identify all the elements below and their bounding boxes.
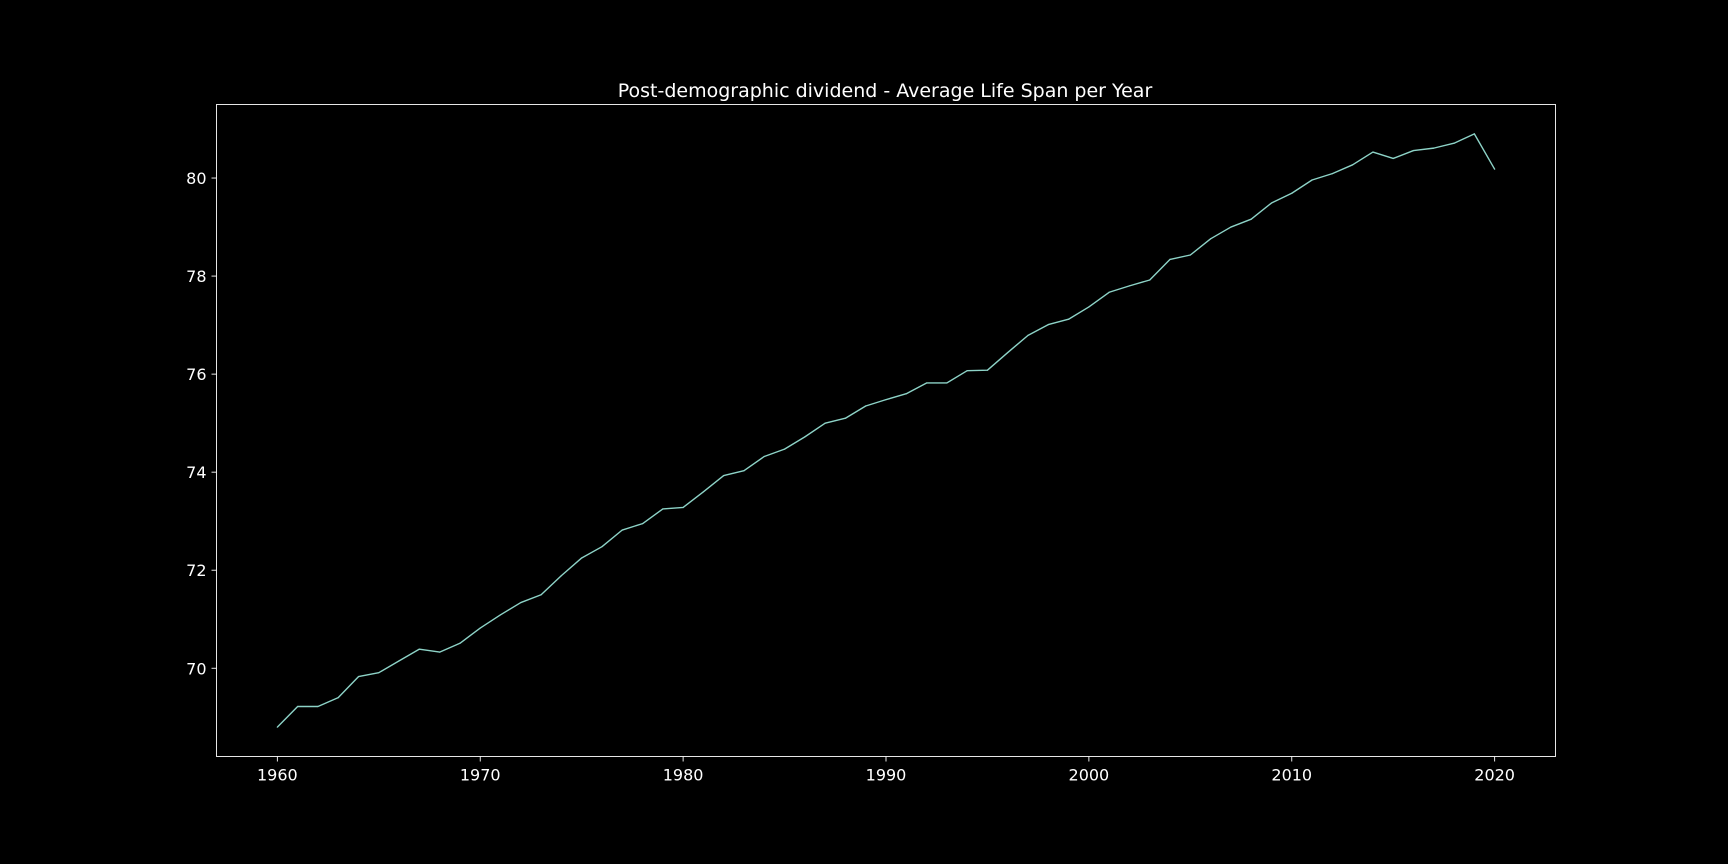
data-point: [1473, 133, 1475, 135]
x-tick-label: 2020: [1474, 766, 1515, 785]
chart-title: Post-demographic dividend - Average Life…: [618, 80, 1153, 102]
data-point: [1230, 226, 1232, 228]
data-point: [925, 382, 928, 384]
data-point: [1149, 279, 1151, 281]
y-tick-label: 78: [186, 267, 206, 286]
data-point: [1494, 168, 1496, 170]
data-point: [1352, 164, 1354, 166]
y-axis: 70 72 74 76 78 80: [186, 169, 217, 678]
data-point: [743, 470, 745, 472]
data-point: [1412, 149, 1415, 152]
data-point: [357, 675, 360, 678]
y-tick-label: 74: [186, 463, 206, 482]
data-point: [418, 648, 420, 650]
data-point: [702, 491, 705, 493]
data-point: [824, 422, 826, 424]
x-axis: 1960 1970 1980 1990 2000 2010 2020: [257, 756, 1515, 785]
x-tick-label: 1980: [663, 766, 704, 785]
data-point: [1047, 324, 1049, 326]
data-point: [1088, 306, 1090, 308]
data-point: [378, 672, 380, 674]
data-point: [621, 529, 623, 531]
x-tick-label: 2000: [1069, 766, 1110, 785]
data-point: [1453, 142, 1455, 144]
data-point: [865, 405, 867, 407]
data-point: [540, 594, 542, 596]
data-point: [1433, 147, 1435, 149]
y-tick-label: 80: [186, 169, 206, 188]
data-point: [337, 697, 339, 699]
data-point: [905, 393, 907, 395]
data-point: [581, 557, 583, 559]
data-point: [439, 651, 441, 653]
x-tick-label: 1960: [257, 766, 298, 785]
data-point: [1128, 285, 1131, 287]
data-point: [1270, 202, 1273, 204]
data-point: [1210, 238, 1212, 240]
data-point: [641, 523, 644, 525]
data-point: [1392, 157, 1394, 160]
y-tick-label: 72: [186, 561, 206, 580]
x-tick-label: 1990: [866, 766, 907, 785]
data-point: [1007, 351, 1009, 354]
data-point: [1311, 179, 1313, 181]
data-point: [479, 627, 481, 629]
data-point: [1027, 334, 1029, 336]
data-point: [1372, 151, 1374, 153]
data-point: [783, 448, 786, 450]
x-tick-label: 2010: [1271, 766, 1312, 785]
data-point: [966, 370, 968, 372]
y-tick-label: 76: [186, 365, 206, 384]
data-point: [520, 601, 522, 604]
data-point: [946, 382, 948, 384]
data-point: [662, 508, 664, 510]
data-point: [398, 660, 400, 662]
data-point: [601, 546, 603, 548]
data-point: [560, 575, 562, 577]
data-point: [1067, 318, 1070, 320]
series-layer: [276, 133, 1496, 728]
data-point: [885, 399, 887, 401]
data-point: [763, 455, 765, 458]
data-point: [1169, 258, 1171, 261]
x-tick-label: 1970: [460, 766, 501, 785]
data-point: [1108, 291, 1110, 293]
data-point: [276, 726, 278, 728]
data-point: [459, 642, 461, 644]
data-point: [297, 705, 299, 708]
data-point: [986, 369, 989, 371]
data-point: [1250, 218, 1252, 220]
data-point: [723, 475, 725, 477]
data-point: [499, 614, 502, 616]
data-point: [844, 417, 847, 419]
data-point: [1291, 192, 1293, 194]
data-point: [1189, 254, 1191, 256]
data-point: [804, 436, 806, 438]
data-point: [317, 705, 319, 708]
y-tick-label: 70: [186, 659, 206, 678]
data-point: [682, 506, 684, 509]
data-point: [1331, 173, 1333, 175]
